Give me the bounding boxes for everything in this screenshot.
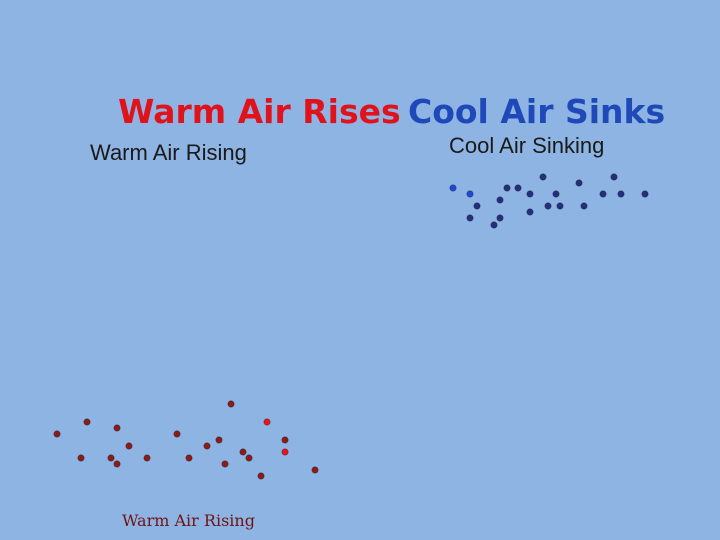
cool-air-particle-1: [449, 184, 457, 192]
cool-air-particle-21: [490, 221, 498, 229]
cool-air-particle-17: [580, 202, 588, 210]
cool-air-particle-13: [641, 190, 649, 198]
warm-air-particle-3: [83, 418, 91, 426]
cool-air-particle-2: [466, 190, 474, 198]
warm-air-particle-20: [311, 466, 319, 474]
cool-air-particle-8: [496, 196, 504, 204]
warm-air-particle-13: [77, 454, 85, 462]
warm-air-particle-9: [125, 442, 133, 450]
warm-air-particle-5: [53, 430, 61, 438]
warm-air-rises-title: Warm Air Rises: [118, 92, 401, 131]
warm-air-rising-caption: Warm Air Rising: [122, 511, 255, 530]
cool-air-particle-7: [610, 173, 618, 181]
warm-air-particle-2: [263, 418, 271, 426]
warm-air-particle-8: [281, 436, 289, 444]
cool-air-particle-15: [544, 202, 552, 210]
warm-air-particle-11: [239, 448, 247, 456]
warm-air-particles: [53, 400, 319, 480]
cool-air-particle-6: [575, 179, 583, 187]
warm-air-particle-19: [221, 460, 229, 468]
cool-air-particle-9: [526, 190, 534, 198]
cool-air-particle-11: [599, 190, 607, 198]
warm-air-particle-6: [173, 430, 181, 438]
cool-air-particle-19: [496, 214, 504, 222]
warm-air-particle-21: [257, 472, 265, 480]
cool-air-sinking-label: Cool Air Sinking: [449, 133, 605, 158]
cool-air-particle-14: [473, 202, 481, 210]
warm-air-particle-10: [203, 442, 211, 450]
warm-air-particle-12: [281, 448, 289, 456]
cool-air-particle-16: [556, 202, 564, 210]
cool-air-particle-5: [539, 173, 547, 181]
cool-air-particle-12: [617, 190, 625, 198]
warm-air-particle-7: [215, 436, 223, 444]
cool-air-particle-3: [503, 184, 511, 192]
warm-air-particle-17: [245, 454, 253, 462]
cool-air-sinks-title: Cool Air Sinks: [408, 92, 666, 131]
warm-air-particle-4: [113, 424, 121, 432]
cool-air-particle-10: [552, 190, 560, 198]
cool-air-particle-4: [514, 184, 522, 192]
cool-air-particles: [449, 173, 649, 229]
warm-air-particle-1: [227, 400, 235, 408]
warm-air-particle-16: [185, 454, 193, 462]
warm-air-particle-14: [107, 454, 115, 462]
warm-air-particle-18: [113, 460, 121, 468]
warm-air-particle-15: [143, 454, 151, 462]
cool-air-particle-18: [466, 214, 474, 222]
cool-air-particle-20: [526, 208, 534, 216]
warm-air-rising-label: Warm Air Rising: [90, 140, 247, 165]
